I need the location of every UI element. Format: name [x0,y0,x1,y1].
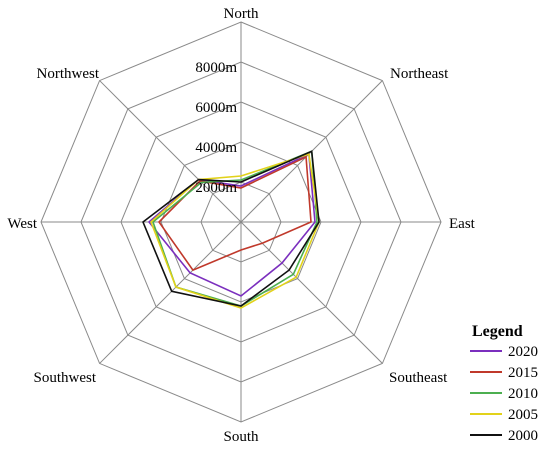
legend-title: Legend [472,323,523,340]
legend-label-2015: 2015 [508,365,538,381]
spoke-southwest [99,221,242,364]
radar-labels: North Northeast East Southeast South Southwes… [7,6,475,445]
spoke-northwest [99,80,242,223]
axis-label-northwest: Northwest [37,66,100,82]
radial-tick-label: 2000m [195,180,237,196]
legend-label-2000: 2000 [508,428,538,444]
series-2005 [150,153,320,309]
series-2015 [157,155,312,272]
legend-label-2020: 2020 [508,344,538,360]
radial-tick-label: 8000m [195,60,237,76]
legend-label-2010: 2010 [508,386,538,402]
axis-label-southeast: Southeast [389,370,448,386]
radial-tick-label: 4000m [195,140,237,156]
axis-label-north: North [224,6,259,22]
series-2020 [147,152,316,297]
axis-label-east: East [449,216,476,232]
spoke-southeast [240,221,383,364]
axis-label-west: West [7,216,37,232]
radial-tick-label: 6000m [195,100,237,116]
axis-label-southwest: Southwest [33,370,96,386]
axis-label-northeast: Northeast [390,66,449,82]
legend-label-2005: 2005 [508,407,538,423]
radar-series [142,150,320,309]
radar-grid [40,21,442,423]
axis-label-south: South [223,429,259,445]
legend: Legend 2020 2015 2010 2005 2000 [470,323,538,444]
series-2000 [142,150,320,307]
